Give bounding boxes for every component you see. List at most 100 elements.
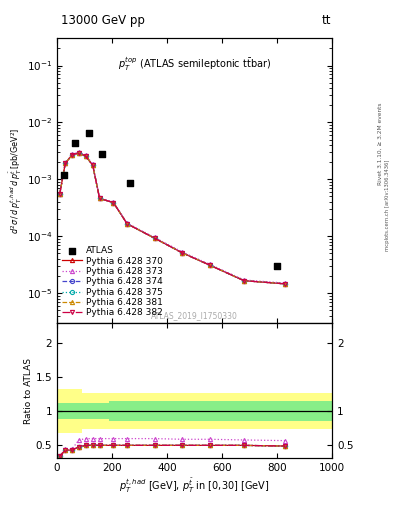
Pythia 6.428 374 bbox=[242, 278, 246, 284]
Y-axis label: $d^2\sigma\,/\,d\,p_T^{t,had}\,d\,p_T^{\bar{t}}\,[\mathrm{pb/GeV}^2]$: $d^2\sigma\,/\,d\,p_T^{t,had}\,d\,p_T^{\… bbox=[7, 127, 24, 234]
Pythia 6.428 381 bbox=[125, 221, 130, 227]
ATLAS bbox=[274, 262, 280, 270]
Pythia 6.428 375 bbox=[125, 221, 130, 227]
Pythia 6.428 375 bbox=[111, 200, 116, 206]
Pythia 6.428 373 bbox=[242, 277, 246, 283]
Pythia 6.428 381 bbox=[57, 191, 62, 197]
Pythia 6.428 374 bbox=[97, 196, 102, 202]
Text: tt: tt bbox=[322, 14, 331, 27]
Pythia 6.428 374 bbox=[63, 160, 68, 166]
Pythia 6.428 381 bbox=[283, 281, 288, 287]
Pythia 6.428 382 bbox=[57, 191, 62, 197]
ATLAS bbox=[61, 170, 67, 179]
Line: Pythia 6.428 382: Pythia 6.428 382 bbox=[58, 151, 287, 286]
Pythia 6.428 370 bbox=[90, 162, 95, 168]
Pythia 6.428 375 bbox=[83, 153, 88, 159]
Pythia 6.428 373 bbox=[111, 199, 116, 205]
Pythia 6.428 375 bbox=[90, 162, 95, 168]
Pythia 6.428 381 bbox=[111, 200, 116, 206]
Pythia 6.428 370 bbox=[63, 160, 68, 166]
Pythia 6.428 382 bbox=[111, 200, 116, 206]
Pythia 6.428 373 bbox=[70, 151, 75, 157]
Text: 13000 GeV pp: 13000 GeV pp bbox=[61, 14, 145, 27]
Pythia 6.428 370 bbox=[180, 250, 184, 256]
Pythia 6.428 370 bbox=[283, 281, 288, 287]
Pythia 6.428 375 bbox=[97, 196, 102, 202]
Pythia 6.428 370 bbox=[207, 262, 212, 268]
Pythia 6.428 373 bbox=[97, 195, 102, 201]
Pythia 6.428 370 bbox=[152, 235, 157, 241]
Pythia 6.428 381 bbox=[70, 152, 75, 158]
Pythia 6.428 374 bbox=[70, 152, 75, 158]
Pythia 6.428 373 bbox=[152, 234, 157, 241]
Pythia 6.428 370 bbox=[70, 152, 75, 158]
Line: Pythia 6.428 374: Pythia 6.428 374 bbox=[58, 151, 287, 286]
Pythia 6.428 382 bbox=[83, 153, 88, 159]
Pythia 6.428 375 bbox=[242, 278, 246, 284]
Pythia 6.428 382 bbox=[77, 150, 81, 156]
X-axis label: $p_T^{t,had}$ [GeV], $p_T^{\bar{t}}$ in [0,30] [GeV]: $p_T^{t,had}$ [GeV], $p_T^{\bar{t}}$ in … bbox=[119, 477, 270, 496]
Pythia 6.428 382 bbox=[242, 278, 246, 284]
Pythia 6.428 375 bbox=[63, 160, 68, 166]
Text: $p_T^{top}$ (ATLAS semileptonic t$\bar{\rm t}$bar): $p_T^{top}$ (ATLAS semileptonic t$\bar{\… bbox=[118, 55, 271, 73]
Line: Pythia 6.428 373: Pythia 6.428 373 bbox=[58, 150, 287, 285]
ATLAS bbox=[86, 129, 92, 137]
Text: Rivet 3.1.10, ≥ 3.2M events: Rivet 3.1.10, ≥ 3.2M events bbox=[378, 102, 383, 185]
Pythia 6.428 382 bbox=[180, 250, 184, 256]
Pythia 6.428 374 bbox=[111, 200, 116, 206]
Pythia 6.428 373 bbox=[63, 160, 68, 166]
Pythia 6.428 373 bbox=[83, 152, 88, 158]
Pythia 6.428 375 bbox=[283, 281, 288, 287]
Pythia 6.428 382 bbox=[125, 221, 130, 227]
Text: ATLAS_2019_I1750330: ATLAS_2019_I1750330 bbox=[151, 311, 238, 320]
ATLAS bbox=[72, 139, 78, 147]
Pythia 6.428 370 bbox=[83, 153, 88, 159]
Pythia 6.428 381 bbox=[207, 262, 212, 268]
Pythia 6.428 373 bbox=[283, 280, 288, 286]
Pythia 6.428 375 bbox=[207, 262, 212, 268]
Pythia 6.428 381 bbox=[77, 150, 81, 156]
Pythia 6.428 374 bbox=[83, 153, 88, 159]
Y-axis label: Ratio to ATLAS: Ratio to ATLAS bbox=[24, 357, 33, 423]
Pythia 6.428 370 bbox=[111, 200, 116, 206]
Text: mcplots.cern.ch [arXiv:1306.3436]: mcplots.cern.ch [arXiv:1306.3436] bbox=[385, 159, 389, 250]
Pythia 6.428 374 bbox=[283, 281, 288, 287]
Pythia 6.428 373 bbox=[57, 191, 62, 197]
Pythia 6.428 370 bbox=[57, 191, 62, 197]
Pythia 6.428 374 bbox=[125, 221, 130, 227]
Pythia 6.428 375 bbox=[77, 150, 81, 156]
ATLAS bbox=[127, 179, 133, 187]
Pythia 6.428 370 bbox=[125, 221, 130, 227]
Pythia 6.428 375 bbox=[70, 152, 75, 158]
Line: Pythia 6.428 375: Pythia 6.428 375 bbox=[58, 151, 287, 286]
Pythia 6.428 374 bbox=[152, 235, 157, 241]
Pythia 6.428 381 bbox=[242, 278, 246, 284]
Legend: ATLAS, Pythia 6.428 370, Pythia 6.428 373, Pythia 6.428 374, Pythia 6.428 375, P: ATLAS, Pythia 6.428 370, Pythia 6.428 37… bbox=[61, 244, 165, 319]
Pythia 6.428 381 bbox=[90, 162, 95, 168]
Pythia 6.428 375 bbox=[152, 235, 157, 241]
Pythia 6.428 382 bbox=[207, 262, 212, 268]
Pythia 6.428 370 bbox=[77, 150, 81, 156]
Pythia 6.428 382 bbox=[90, 162, 95, 168]
Line: Pythia 6.428 381: Pythia 6.428 381 bbox=[58, 151, 287, 286]
Pythia 6.428 374 bbox=[57, 191, 62, 197]
Pythia 6.428 374 bbox=[90, 162, 95, 168]
Pythia 6.428 381 bbox=[97, 196, 102, 202]
Pythia 6.428 382 bbox=[283, 281, 288, 287]
Pythia 6.428 382 bbox=[70, 152, 75, 158]
Pythia 6.428 373 bbox=[90, 161, 95, 167]
Pythia 6.428 373 bbox=[207, 261, 212, 267]
ATLAS bbox=[99, 150, 105, 158]
Pythia 6.428 381 bbox=[63, 160, 68, 166]
Pythia 6.428 382 bbox=[152, 235, 157, 241]
Pythia 6.428 373 bbox=[77, 149, 81, 155]
Pythia 6.428 381 bbox=[180, 250, 184, 256]
Pythia 6.428 370 bbox=[97, 196, 102, 202]
Pythia 6.428 375 bbox=[57, 191, 62, 197]
Pythia 6.428 381 bbox=[83, 153, 88, 159]
Pythia 6.428 370 bbox=[242, 278, 246, 284]
Pythia 6.428 381 bbox=[152, 235, 157, 241]
Pythia 6.428 374 bbox=[77, 150, 81, 156]
Pythia 6.428 374 bbox=[207, 262, 212, 268]
Pythia 6.428 373 bbox=[125, 220, 130, 226]
